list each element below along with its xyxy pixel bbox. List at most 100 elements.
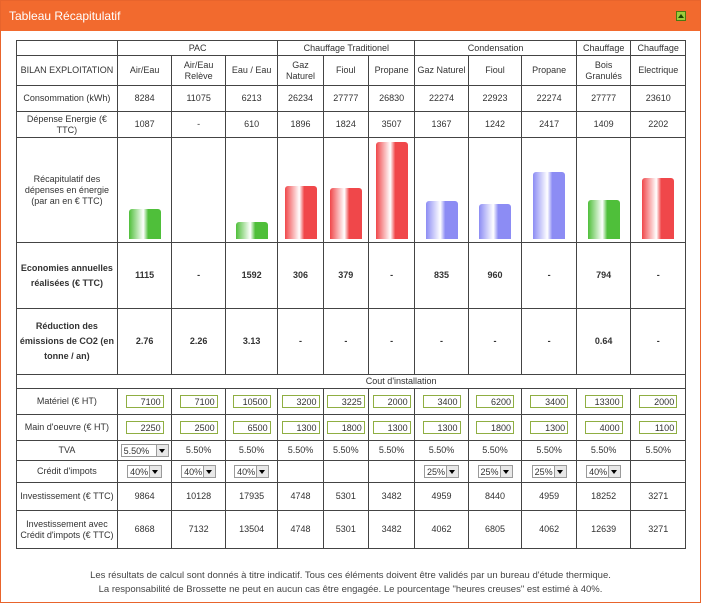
tva-value: 5.50% bbox=[467, 440, 523, 461]
tva-value: 5.50% bbox=[224, 440, 279, 461]
row-label: Dépense Energie (€ TTC) bbox=[16, 111, 118, 138]
credit-select-value: 40% bbox=[589, 467, 608, 477]
invest2-value: 13504 bbox=[224, 510, 279, 549]
main-input[interactable]: 1300 bbox=[530, 421, 569, 434]
main-input[interactable]: 2500 bbox=[179, 421, 218, 434]
collapse-icon[interactable] bbox=[676, 11, 686, 21]
panel-title: Tableau Récapitulatif bbox=[9, 9, 121, 23]
depense-value: 1824 bbox=[322, 111, 369, 138]
invest2-value: 3271 bbox=[630, 510, 686, 549]
consommation-value: 26234 bbox=[277, 85, 324, 112]
main-input[interactable]: 1300 bbox=[372, 421, 411, 434]
group-pac: PAC bbox=[116, 40, 279, 56]
invest-value: 17935 bbox=[224, 482, 279, 511]
credit-row: Crédit d'impots 40% 40% 40% 25% 25% 25% 40% bbox=[16, 460, 686, 483]
chart-bar bbox=[128, 209, 161, 239]
materiel-input[interactable]: 3200 bbox=[281, 395, 320, 408]
materiel-input[interactable]: 7100 bbox=[179, 395, 218, 408]
chevron-down-icon[interactable] bbox=[256, 466, 269, 477]
recap-table: PAC Chauffage Traditionel Condensation C… bbox=[16, 40, 687, 549]
invest2-value: 3482 bbox=[367, 510, 416, 549]
main-input[interactable]: 4000 bbox=[584, 421, 623, 434]
bilan-label: BILAN EXPLOITATION bbox=[16, 55, 118, 86]
credit-select-value: 40% bbox=[184, 467, 203, 477]
main-input[interactable]: 2250 bbox=[125, 421, 164, 434]
materiel-input[interactable]: 7100 bbox=[125, 395, 164, 408]
materiel-input[interactable]: 10500 bbox=[232, 395, 271, 408]
tva-select[interactable]: 5.50% bbox=[120, 444, 169, 457]
credit-select[interactable]: 25% bbox=[531, 465, 567, 478]
materiel-input[interactable]: 3400 bbox=[530, 395, 569, 408]
disclaimer-line-2: La responsabilité de Brossette ne peut e… bbox=[98, 584, 603, 595]
credit-select-value: 40% bbox=[237, 467, 256, 477]
depense-value: 610 bbox=[224, 111, 279, 138]
depense-value: 1896 bbox=[277, 111, 324, 138]
credit-select[interactable]: 25% bbox=[424, 465, 460, 478]
column-header: Air/Eau Relève bbox=[171, 55, 226, 86]
consommation-row: Consommation (kWh) 8284 11075 6213 26234 277… bbox=[16, 85, 686, 112]
materiel-input[interactable]: 13300 bbox=[584, 395, 623, 408]
tva-value: 5.50% bbox=[414, 440, 469, 461]
reduction-value: 0.64 bbox=[575, 308, 632, 375]
invest-value: 8440 bbox=[467, 482, 523, 511]
materiel-input[interactable]: 3225 bbox=[326, 395, 365, 408]
chevron-down-icon[interactable] bbox=[553, 466, 566, 477]
tva-value: 5.50% bbox=[322, 440, 369, 461]
disclaimer: Les résultats de calcul sont donnés à ti… bbox=[0, 569, 701, 597]
tva-row: TVA 5.50% 5.50% 5.50% 5.50% 5.50% 5.50% 5.50% 5… bbox=[16, 440, 686, 461]
materiel-input[interactable]: 2000 bbox=[639, 395, 678, 408]
main-input[interactable]: 1300 bbox=[422, 421, 461, 434]
invest-value: 4748 bbox=[277, 482, 324, 511]
chevron-down-icon[interactable] bbox=[499, 466, 512, 477]
economies-value: - bbox=[171, 242, 226, 309]
main-input[interactable]: 6500 bbox=[232, 421, 271, 434]
materiel-input[interactable]: 3400 bbox=[422, 395, 461, 408]
depense-value: 3507 bbox=[367, 111, 416, 138]
economies-value: - bbox=[630, 242, 686, 309]
cout-header-row: Cout d'installation bbox=[16, 374, 687, 389]
economies-row: Economies annuelles réalisées (€ TTC) 11… bbox=[16, 242, 686, 309]
invest-value: 4959 bbox=[521, 482, 577, 511]
reduction-value: - bbox=[630, 308, 686, 375]
depense-value: 2202 bbox=[630, 111, 686, 138]
chart-bar bbox=[284, 186, 317, 239]
chevron-down-icon[interactable] bbox=[446, 466, 459, 477]
chevron-down-icon[interactable] bbox=[608, 466, 621, 477]
main-input[interactable]: 1800 bbox=[476, 421, 515, 434]
consommation-value: 8284 bbox=[116, 85, 173, 112]
consommation-value: 22923 bbox=[467, 85, 523, 112]
invest-value: 3271 bbox=[630, 482, 686, 511]
column-header: Gaz Naturel bbox=[414, 55, 469, 86]
economies-value: 794 bbox=[575, 242, 632, 309]
group-condensation: Condensation bbox=[414, 40, 577, 56]
chart-bar bbox=[479, 204, 512, 239]
main-input[interactable]: 1800 bbox=[326, 421, 365, 434]
chevron-down-icon[interactable] bbox=[203, 466, 216, 477]
row-label: Consommation (kWh) bbox=[16, 85, 118, 112]
credit-select[interactable]: 40% bbox=[181, 465, 217, 478]
column-header: Propane bbox=[521, 55, 577, 86]
invest2-value: 4062 bbox=[414, 510, 469, 549]
chart-bar bbox=[329, 188, 362, 239]
reduction-value: - bbox=[414, 308, 469, 375]
credit-select[interactable]: 40% bbox=[586, 465, 622, 478]
main-input[interactable]: 1100 bbox=[639, 421, 678, 434]
reduction-value: - bbox=[521, 308, 577, 375]
materiel-input[interactable]: 6200 bbox=[476, 395, 515, 408]
materiel-input[interactable]: 2000 bbox=[372, 395, 411, 408]
reduction-value: - bbox=[322, 308, 369, 375]
credit-select[interactable]: 40% bbox=[234, 465, 270, 478]
row-label: TVA bbox=[16, 440, 118, 461]
chevron-down-icon[interactable] bbox=[155, 445, 168, 456]
depense-value: 1087 bbox=[116, 111, 173, 138]
reduction-value: - bbox=[277, 308, 324, 375]
credit-select[interactable]: 40% bbox=[127, 465, 163, 478]
main-input[interactable]: 1300 bbox=[281, 421, 320, 434]
credit-select[interactable]: 25% bbox=[477, 465, 513, 478]
chevron-down-icon[interactable] bbox=[149, 466, 162, 477]
chart-bar bbox=[235, 222, 268, 239]
tva-value: 5.50% bbox=[367, 440, 416, 461]
row-label: Matériel (€ HT) bbox=[16, 388, 118, 415]
depense-value: 2417 bbox=[521, 111, 577, 138]
depense-value: - bbox=[171, 111, 226, 138]
